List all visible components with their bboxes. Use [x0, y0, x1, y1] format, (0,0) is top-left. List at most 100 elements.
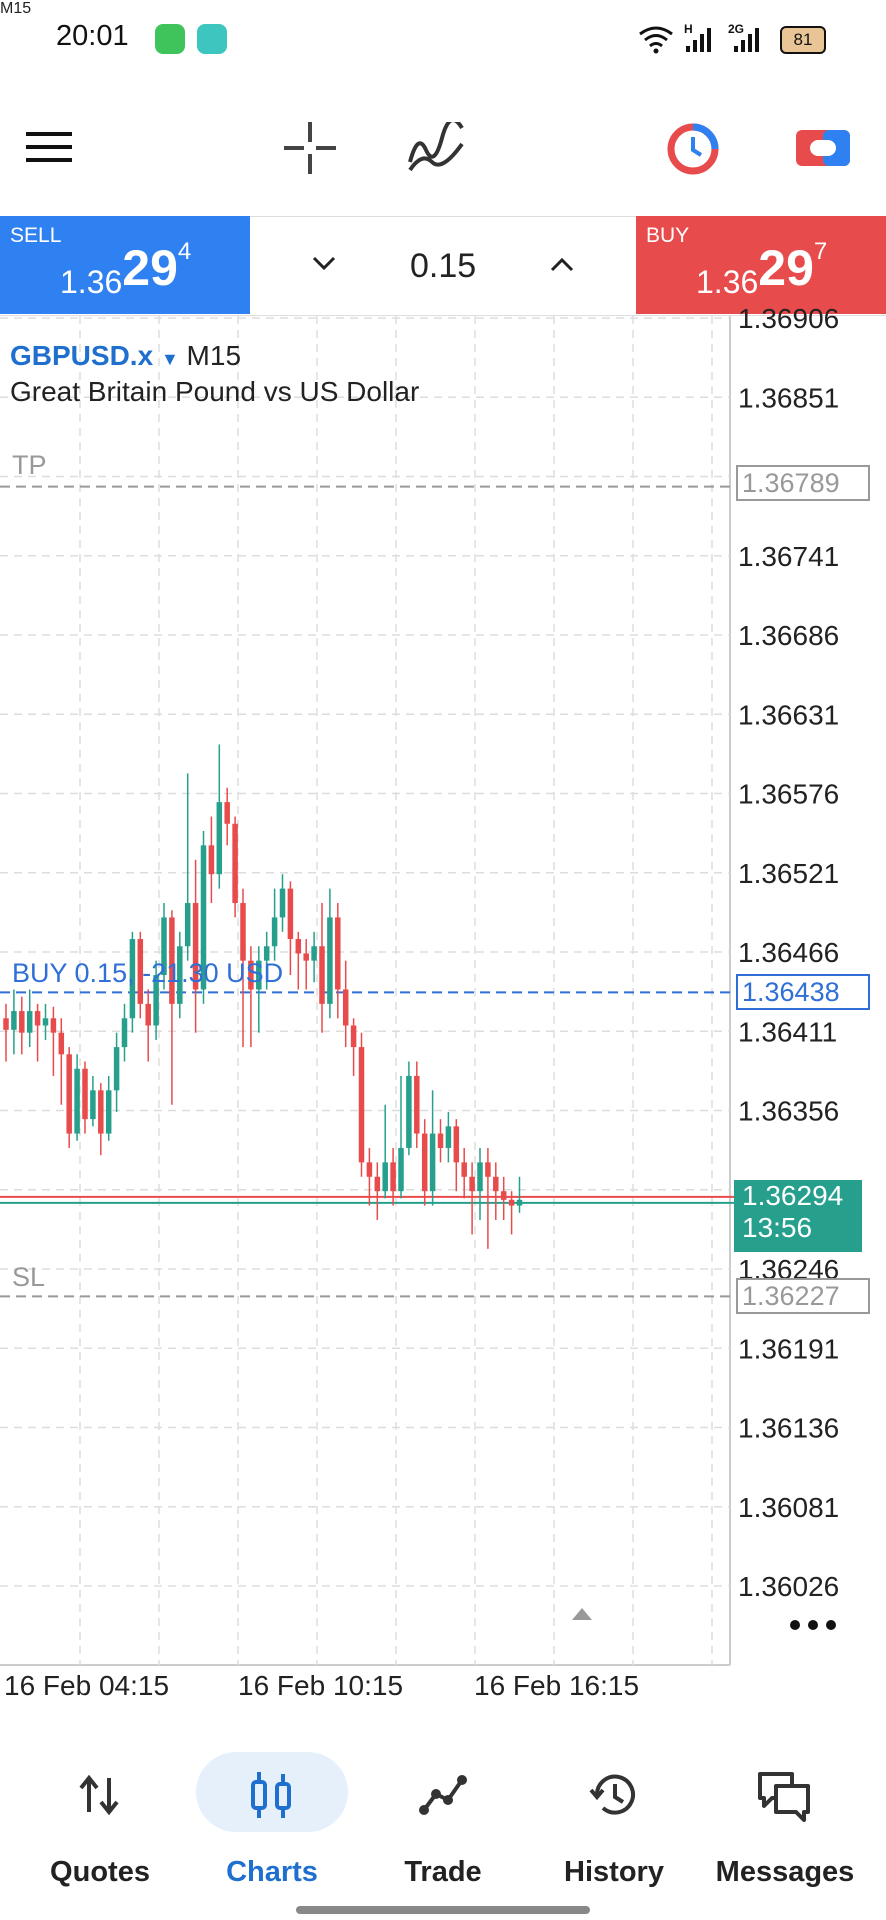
bar-countdown: 13:56 [742, 1212, 813, 1243]
candle-body [145, 1003, 151, 1026]
current-price-tag: 1.36294 13:56 [734, 1180, 862, 1252]
y-tick-label: 1.36466 [738, 937, 839, 968]
position-label[interactable]: BUY 0.15, -21.30 USD [12, 958, 284, 988]
candle-body [105, 1090, 112, 1134]
clock-icon[interactable] [666, 122, 720, 176]
buy-price-major: 1.36 [696, 264, 759, 300]
volume-value[interactable]: 0.15 [410, 247, 477, 285]
status-time: 20:01 [56, 20, 129, 52]
crosshair-icon[interactable] [284, 122, 336, 174]
candle-body [42, 1018, 49, 1026]
symbol-dropdown-icon[interactable]: ▼ [160, 349, 179, 369]
candle-body [279, 888, 286, 918]
candle-body [82, 1068, 88, 1120]
timeframe-button[interactable]: M15 [0, 0, 32, 17]
candle-body [461, 1162, 467, 1177]
home-indicator [296, 1906, 590, 1914]
candle-body [358, 1047, 365, 1163]
nav-quotes[interactable]: Quotes [15, 1756, 185, 1906]
candle-body [493, 1176, 499, 1192]
nav-messages[interactable]: Messages [700, 1756, 870, 1906]
candle-body [295, 939, 302, 954]
tp-price-tag[interactable]: 1.36789 [736, 465, 870, 501]
candle-body [90, 1090, 96, 1120]
sl-price-tag[interactable]: 1.36227 [736, 1278, 870, 1314]
y-tick-label: 1.36026 [738, 1571, 839, 1602]
nav-charts[interactable]: Charts [187, 1756, 357, 1906]
signal-2g-icon: 2G [728, 22, 759, 52]
candle-body [224, 802, 230, 824]
nav-trade[interactable]: Trade [358, 1756, 528, 1906]
volume-increase-icon[interactable] [550, 256, 574, 272]
wifi-icon [639, 26, 673, 54]
candle-body [200, 845, 207, 990]
sell-price-point: 4 [177, 238, 192, 265]
y-tick-label: 1.36081 [738, 1492, 839, 1523]
charts-icon [251, 1772, 291, 1818]
y-tick-label: 1.36631 [738, 699, 839, 730]
candle-body [477, 1162, 483, 1192]
candle-body [3, 1018, 9, 1030]
history-icon [589, 1774, 635, 1815]
candle-body [485, 1162, 491, 1177]
y-tick-label: 1.36576 [738, 779, 839, 810]
position-price-tag[interactable]: 1.36438 [736, 974, 870, 1010]
candle-body [398, 1147, 404, 1192]
chat-app-icon [197, 24, 227, 54]
x-tick-1: 16 Feb 04:15 [4, 1670, 170, 1701]
indicators-icon[interactable] [408, 122, 464, 174]
candle-body [19, 1011, 25, 1033]
y-tick-label: 1.36741 [738, 541, 839, 572]
candle-body [287, 888, 294, 940]
svg-text:H: H [684, 22, 693, 36]
sell-price-major: 1.36 [60, 264, 123, 300]
candle-body [248, 960, 254, 990]
sl-label: SL [12, 1262, 46, 1292]
active-tab-indicator [196, 1752, 348, 1832]
svg-text:2G: 2G [728, 22, 744, 36]
sell-button[interactable]: SELL 1.36294 [0, 216, 250, 314]
candle-body [232, 823, 238, 904]
price-chart[interactable]: 1.369061.368511.367961.367411.366861.366… [0, 0, 886, 1740]
symbol-description: Great Britain Pound vs US Dollar [10, 376, 420, 407]
candle-body [137, 939, 144, 1004]
buy-price: 1.36297 [696, 238, 827, 301]
trade-panel [0, 216, 886, 316]
candle-body [129, 939, 136, 1019]
messages-icon [758, 1772, 810, 1822]
menu-icon[interactable] [26, 130, 72, 164]
symbol-header[interactable]: GBPUSD.x ▼ M15 [10, 340, 241, 372]
one-click-trading-icon[interactable] [796, 130, 850, 166]
y-tick-label: 1.36136 [738, 1413, 839, 1444]
signal-icon: H [684, 22, 711, 52]
candle-body [240, 903, 246, 961]
y-tick-label: 1.36521 [738, 858, 839, 889]
candle-body [177, 946, 183, 1004]
sell-price: 1.36294 [60, 238, 191, 301]
symbol-name[interactable]: GBPUSD.x [10, 340, 154, 371]
buy-button[interactable]: BUY 1.36297 [636, 216, 886, 314]
candle-body [98, 1090, 104, 1134]
nav-messages-label: Messages [715, 1856, 855, 1888]
symbol-timeframe: M15 [186, 340, 242, 371]
x-tick-3: 16 Feb 16:15 [474, 1670, 640, 1701]
nav-history-label: History [564, 1856, 664, 1888]
volume-decrease-icon[interactable] [312, 256, 336, 272]
y-tick-label: 1.36686 [738, 620, 839, 651]
candle-body [184, 903, 191, 947]
candle-body [374, 1176, 381, 1192]
candle-body [366, 1162, 373, 1177]
candle-body [34, 1011, 41, 1026]
candle-body [192, 903, 199, 990]
more-icon[interactable] [788, 1618, 838, 1632]
candle-body [437, 1133, 444, 1148]
candle-body [342, 989, 349, 1026]
trade-icon [419, 1775, 467, 1815]
y-tick-label: 1.36356 [738, 1096, 839, 1127]
y-tick-label: 1.36411 [738, 1016, 837, 1047]
candle-body [66, 1054, 72, 1134]
candle-body [121, 1018, 128, 1048]
nav-history[interactable]: History [529, 1756, 699, 1906]
candle-body [311, 946, 317, 961]
status-bar: 20:01 H 2G 81 [0, 0, 886, 80]
